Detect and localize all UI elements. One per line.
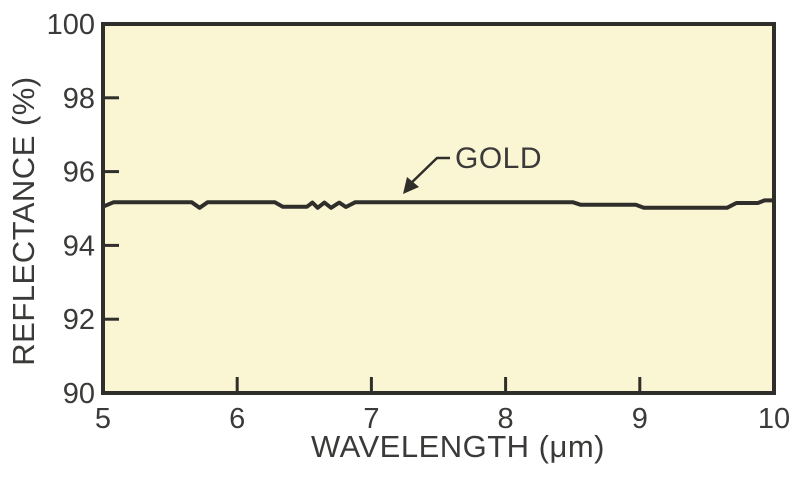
- axis-tick-labels: 5 6 7 8 9 10 90 92 94 96 98 100: [47, 9, 791, 435]
- x-tick-label: 5: [95, 403, 111, 435]
- axis-ticks: [105, 96, 642, 391]
- gold-reflectance-curve: [102, 198, 774, 210]
- x-tick-label: 9: [632, 403, 648, 435]
- y-tick-label: 98: [63, 83, 95, 115]
- y-tick-label: 92: [63, 304, 95, 336]
- x-tick-label: 7: [363, 403, 379, 435]
- y-tick-label: 94: [63, 230, 95, 262]
- x-axis-title: WAVELENGTH (μm): [311, 429, 605, 464]
- series-label-gold: GOLD: [455, 142, 542, 175]
- x-tick-label: 10: [758, 403, 790, 435]
- annotation-leader-line: [405, 156, 450, 189]
- y-tick-label: 90: [63, 378, 95, 410]
- data-series: [102, 198, 774, 210]
- x-tick-label: 8: [498, 403, 514, 435]
- y-axis-title: REFLECTANCE (%): [6, 76, 41, 365]
- y-tick-label: 96: [63, 157, 95, 189]
- x-tick-label: 6: [229, 403, 245, 435]
- gold-annotation: GOLD: [403, 142, 542, 194]
- annotation-arrowhead-icon: [403, 177, 419, 194]
- y-tick-label: 100: [47, 9, 95, 41]
